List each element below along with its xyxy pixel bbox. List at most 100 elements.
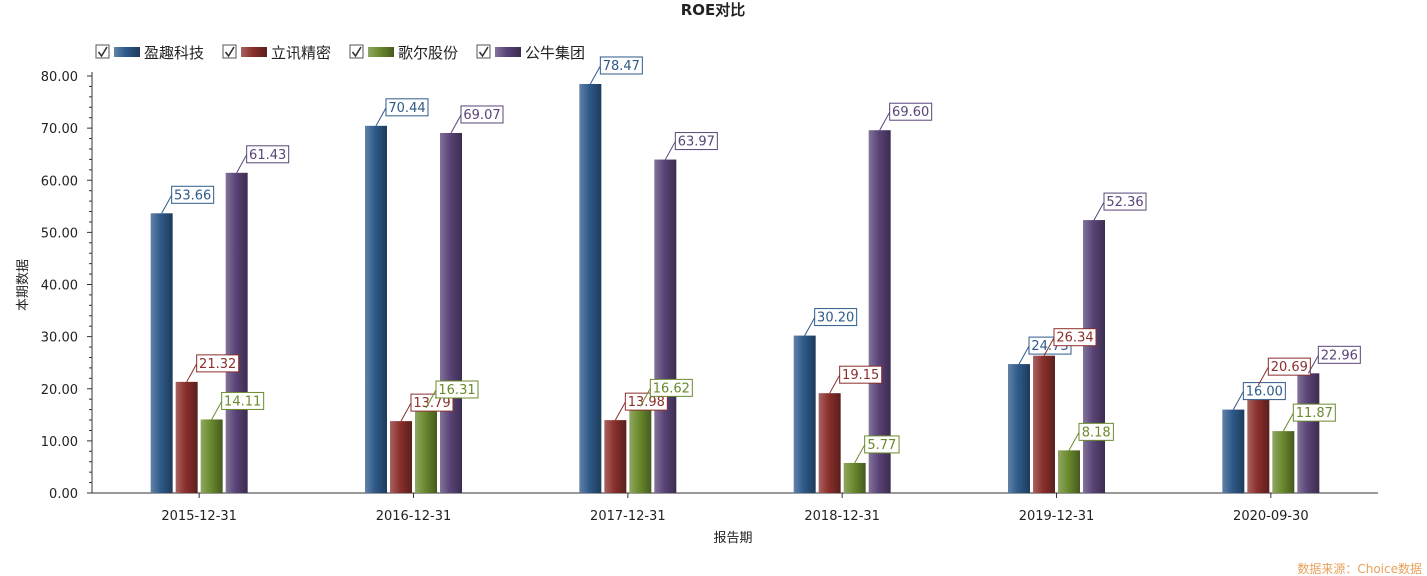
bar — [579, 83, 602, 493]
data-label-leader — [664, 141, 676, 160]
data-label-box — [1317, 345, 1361, 364]
x-tick-label: 2020-09-30 — [1233, 509, 1309, 524]
data-label-leader — [161, 195, 173, 214]
x-tick-label: 2018-12-31 — [804, 509, 880, 524]
data-label: 20.69 — [1271, 360, 1308, 375]
legend-label: 盈趣科技 — [144, 44, 204, 62]
data-label: 5.77 — [867, 438, 896, 453]
data-label-leader — [1018, 345, 1030, 365]
data-label-leader — [804, 317, 816, 336]
bar — [390, 421, 412, 493]
data-label-box — [1267, 357, 1311, 376]
y-tick-label: 0.00 — [49, 487, 78, 502]
bar — [200, 419, 223, 493]
y-tick-label: 30.00 — [41, 331, 78, 346]
check-mark-icon — [478, 46, 489, 58]
bar — [150, 213, 173, 494]
data-label-leader — [425, 389, 437, 409]
data-label-leader — [1257, 366, 1269, 386]
checkbox-icon[interactable] — [349, 44, 364, 59]
x-axis: 2015-12-31 2016-12-31 2017-12-31 2018-12-31… — [92, 492, 1378, 524]
bar — [1033, 355, 1055, 493]
data-label-leader — [186, 363, 198, 383]
x-tick-label: 2015-12-31 — [161, 509, 237, 524]
bar — [654, 159, 677, 493]
data-label-leader — [854, 444, 866, 464]
checkbox-icon[interactable] — [476, 44, 491, 59]
data-label-leader — [450, 114, 462, 134]
y-tick-label: 60.00 — [41, 174, 78, 189]
x-tick-label: 2019-12-31 — [1019, 509, 1095, 524]
legend-swatch — [368, 47, 394, 57]
data-label-box — [624, 392, 668, 411]
bar — [175, 381, 198, 493]
data-label: 78.47 — [603, 59, 640, 74]
bar — [1272, 431, 1295, 493]
x-tick-label: 2016-12-31 — [376, 509, 452, 524]
legend-swatch — [495, 47, 521, 57]
y-tick-label: 50.00 — [41, 226, 78, 241]
data-label: 21.32 — [199, 357, 236, 372]
data-label-box — [196, 354, 240, 373]
data-label-leader — [236, 154, 248, 174]
y-tick-label: 20.00 — [41, 383, 78, 398]
data-label-box — [864, 435, 900, 454]
data-label-leader — [400, 402, 412, 422]
chart-title: ROE对比 — [681, 1, 746, 19]
bar — [604, 420, 627, 493]
data-label-leader — [829, 374, 841, 394]
data-label-box — [649, 378, 693, 397]
bar — [793, 335, 816, 493]
data-label-box — [221, 391, 265, 410]
data-label: 13.79 — [413, 396, 450, 411]
data-label-leader — [211, 401, 223, 420]
data-label-box — [599, 56, 643, 75]
bar — [1247, 385, 1270, 493]
data-label-box — [460, 105, 504, 124]
bar — [818, 393, 841, 493]
y-axis: 0.00 10.00 20.00 30.00 40.00 50.00 60.00 70.00 8… — [41, 70, 93, 502]
data-label: 16.00 — [1246, 385, 1283, 400]
check-mark-icon — [97, 46, 108, 58]
data-label-leader — [639, 388, 651, 407]
bar — [868, 130, 891, 493]
data-label: 11.87 — [1296, 406, 1333, 421]
data-label-box — [1103, 192, 1147, 211]
legend: 盈趣科技 立讯精密 歌尔股份 公牛集团 — [95, 44, 585, 62]
checkbox-icon[interactable] — [95, 44, 110, 59]
data-label-box — [246, 145, 290, 164]
data-label-box — [839, 365, 883, 384]
data-label-box — [814, 308, 858, 327]
data-label-leader — [1093, 201, 1105, 221]
y-tick-label: 70.00 — [41, 122, 78, 137]
data-label: 52.36 — [1106, 195, 1143, 210]
legend-item[interactable]: 歌尔股份 — [349, 44, 458, 62]
bars — [150, 83, 1320, 494]
data-label: 8.18 — [1082, 425, 1111, 440]
legend-swatch — [114, 47, 140, 57]
data-label: 53.66 — [174, 188, 211, 203]
legend-label: 立讯精密 — [271, 44, 331, 62]
data-label: 63.97 — [678, 135, 715, 150]
data-label-box — [674, 132, 718, 151]
legend-item[interactable]: 公牛集团 — [476, 44, 585, 62]
bar — [629, 406, 652, 493]
data-label: 16.62 — [653, 381, 690, 396]
data-label: 16.31 — [438, 383, 475, 398]
legend-item[interactable]: 盈趣科技 — [95, 44, 204, 62]
data-label-box — [1292, 403, 1336, 422]
legend-item[interactable]: 立讯精密 — [222, 44, 331, 62]
data-label-leader — [1068, 432, 1080, 451]
data-label: 13.98 — [628, 395, 665, 410]
checkbox-icon[interactable] — [222, 44, 237, 59]
bar — [440, 132, 462, 493]
x-axis-title: 报告期 — [713, 531, 752, 546]
data-label-box — [385, 98, 429, 117]
x-tick-label: 2017-12-31 — [590, 509, 666, 524]
data-label-leader — [879, 111, 891, 131]
legend-label: 歌尔股份 — [398, 44, 458, 62]
bar — [1008, 364, 1030, 493]
bar — [1297, 373, 1320, 493]
